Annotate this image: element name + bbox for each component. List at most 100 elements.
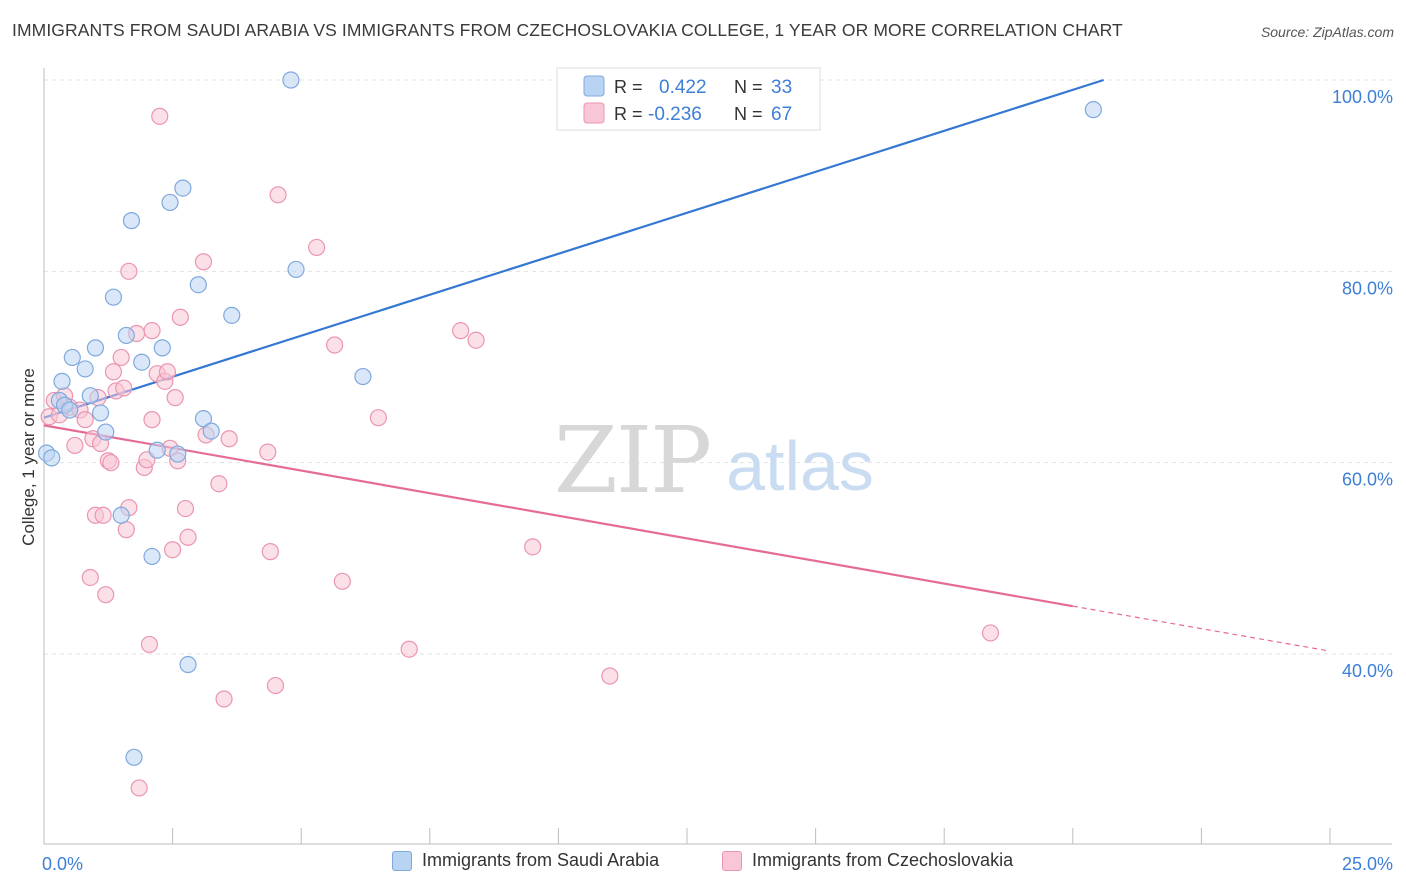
czechoslovakia-point-5 xyxy=(66,436,84,455)
czechoslovakia-point-47 xyxy=(259,443,277,461)
czechoslovakia-point-51 xyxy=(308,238,326,257)
saudi-arabia-point-9 xyxy=(86,339,105,357)
legend-n-value-2: 67 xyxy=(771,104,792,125)
legend-r-label-2: R = xyxy=(614,104,643,124)
saudi-arabia-point-28 xyxy=(223,306,241,324)
trend-lines xyxy=(43,78,1331,652)
x-tick-label-1: 25.0% xyxy=(1342,854,1393,874)
saudi-arabia-point-18 xyxy=(143,547,161,566)
series-saudi-arabia-points xyxy=(37,71,1102,766)
czechoslovakia-point-37 xyxy=(166,389,184,407)
czechoslovakia-point-28 xyxy=(140,635,159,654)
czechoslovakia-point-49 xyxy=(266,676,285,695)
trend-line-saudi-arabia xyxy=(43,78,1104,419)
watermark: ZIP atlas xyxy=(554,407,874,514)
watermark-zip: ZIP xyxy=(554,407,710,514)
legend-swatch-saudi-arabia xyxy=(583,75,605,97)
y-tick-label-3: 100.0% xyxy=(1332,87,1393,107)
czechoslovakia-point-7 xyxy=(76,411,94,429)
y-tick-label-0: 40.0% xyxy=(1342,661,1393,681)
saudi-arabia-point-19 xyxy=(148,441,166,459)
saudi-arabia-point-32 xyxy=(1084,101,1102,119)
saudi-arabia-point-31 xyxy=(354,367,372,386)
axes xyxy=(43,68,1392,845)
trend-line-czechoslovakia xyxy=(43,424,1073,608)
czechoslovakia-point-13 xyxy=(94,506,112,524)
czechoslovakia-point-58 xyxy=(524,538,542,556)
czechoslovakia-point-21 xyxy=(117,521,135,539)
legend-item-saudi-arabia: Immigrants from Saudi Arabia xyxy=(392,850,659,871)
legend-swatch-czechoslovakia xyxy=(583,102,605,124)
czechoslovakia-point-39 xyxy=(171,308,189,326)
saudi-arabia-point-23 xyxy=(174,179,192,197)
czechoslovakia-point-59 xyxy=(601,667,619,685)
czechoslovakia-point-55 xyxy=(400,640,418,658)
czechoslovakia-point-48 xyxy=(261,543,279,561)
saudi-arabia-point-5 xyxy=(61,401,79,419)
saudi-arabia-point-1 xyxy=(43,449,61,467)
saudi-arabia-point-10 xyxy=(91,404,110,422)
chart-title: IMMIGRANTS FROM SAUDI ARABIA VS IMMIGRAN… xyxy=(12,20,1123,40)
czechoslovakia-point-29 xyxy=(143,411,161,429)
trend-line-czechoslovakia-extension xyxy=(1072,605,1331,652)
y-tick-label-2: 80.0% xyxy=(1342,278,1393,298)
czechoslovakia-point-41 xyxy=(179,528,197,546)
saudi-arabia-point-26 xyxy=(194,410,213,428)
czechoslovakia-point-45 xyxy=(215,690,233,708)
grid-lines xyxy=(44,79,1392,655)
saudi-arabia-point-7 xyxy=(76,360,94,378)
legend-n-label-2: N = xyxy=(734,104,763,124)
watermark-atlas: atlas xyxy=(726,427,874,505)
saudi-arabia-point-21 xyxy=(161,193,179,212)
czechoslovakia-point-52 xyxy=(326,336,344,354)
czechoslovakia-point-54 xyxy=(369,409,387,427)
saudi-arabia-point-8 xyxy=(81,387,99,405)
tick-labels: 40.0% 60.0% 80.0% 100.0% 0.0% 25.0% xyxy=(42,87,1393,874)
saudi-arabia-point-11 xyxy=(97,423,115,441)
x-tick-label-0: 0.0% xyxy=(42,854,83,874)
czechoslovakia-point-57 xyxy=(467,331,485,349)
saudi-arabia-point-14 xyxy=(117,326,135,345)
czechoslovakia-point-19 xyxy=(112,348,130,367)
source-credit: Source: ZipAtlas.com xyxy=(1260,24,1394,40)
czechoslovakia-point-50 xyxy=(269,186,287,204)
y-tick-label-1: 60.0% xyxy=(1342,470,1393,490)
saudi-arabia-point-29 xyxy=(282,71,300,89)
czechoslovakia-point-25 xyxy=(130,779,148,797)
saudi-arabia-point-20 xyxy=(153,339,171,357)
czechoslovakia-point-40 xyxy=(176,499,195,518)
czechoslovakia-point-30 xyxy=(143,322,161,340)
saudi-arabia-point-22 xyxy=(169,445,187,463)
legend-swatch-saudi-arabia xyxy=(392,850,412,871)
saudi-arabia-point-6 xyxy=(63,348,81,367)
saudi-arabia-point-15 xyxy=(122,212,141,230)
czechoslovakia-point-44 xyxy=(210,475,228,493)
saudi-arabia-point-3 xyxy=(53,372,71,390)
czechoslovakia-point-60 xyxy=(981,624,1000,642)
czechoslovakia-point-32 xyxy=(151,107,169,125)
czechoslovakia-point-23 xyxy=(120,262,138,280)
legend-r-label-1: R = xyxy=(614,77,643,97)
czechoslovakia-point-16 xyxy=(102,454,120,472)
czechoslovakia-point-56 xyxy=(452,322,470,340)
czechoslovakia-point-46 xyxy=(220,430,238,448)
legend-n-label-1: N = xyxy=(734,77,763,97)
czechoslovakia-point-20 xyxy=(115,379,133,397)
legend-r-value-1: 0.422 xyxy=(659,77,707,98)
y-axis-label: College, 1 year or more xyxy=(19,368,38,546)
saudi-arabia-point-17 xyxy=(133,353,151,371)
inset-legend: R = 0.422 N = 33 R = -0.236 N = 67 xyxy=(556,67,821,131)
czechoslovakia-point-17 xyxy=(104,363,123,381)
saudi-arabia-point-30 xyxy=(287,260,305,279)
saudi-arabia-point-27 xyxy=(202,422,220,440)
saudi-arabia-point-16 xyxy=(125,748,143,766)
czechoslovakia-point-53 xyxy=(333,572,351,590)
czechoslovakia-point-34 xyxy=(158,363,177,381)
legend-swatch-czechoslovakia xyxy=(722,850,742,871)
legend-label-saudi-arabia: Immigrants from Saudi Arabia xyxy=(422,850,660,870)
saudi-arabia-point-12 xyxy=(104,288,123,306)
saudi-arabia-point-13 xyxy=(112,506,130,524)
czechoslovakia-point-36 xyxy=(164,541,182,559)
legend-item-czechoslovakia: Immigrants from Czechoslovakia xyxy=(722,850,1013,871)
